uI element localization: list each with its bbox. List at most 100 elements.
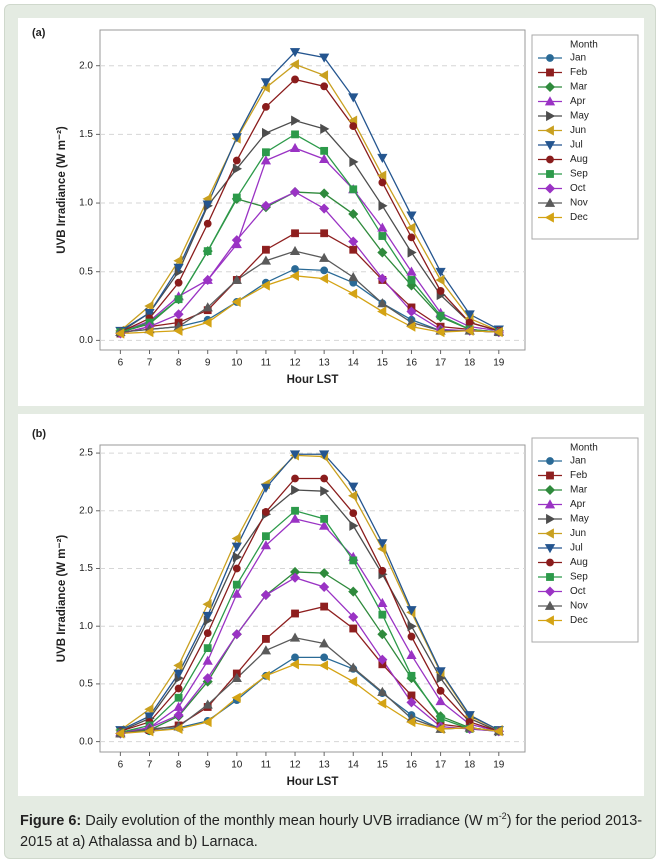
data-point [144,300,154,312]
data-point [320,146,329,155]
data-point [232,564,241,573]
data-point [406,649,417,659]
x-tick-label: 11 [261,358,272,369]
data-point [289,245,301,256]
data-point [173,309,184,320]
data-point [319,252,330,262]
caption-text: Daily evolution of the monthly mean hour… [81,812,499,829]
legend-marker [544,484,556,496]
data-point [144,712,155,722]
data-point [319,450,330,460]
y-tick-label: 0.5 [79,266,93,277]
data-point [406,697,417,708]
data-point [260,155,272,165]
caption: Figure 6: Daily evolution of the monthly… [20,806,645,853]
data-point [348,482,359,492]
series-line [120,232,499,335]
legend-label: May [570,111,589,122]
data-point [435,267,446,277]
y-tick-label: 2.0 [79,60,93,71]
data-point [174,295,183,304]
data-point [407,247,417,258]
legend-marker [544,499,556,509]
legend-marker [546,170,554,178]
y-tick-label: 0.5 [79,679,93,690]
data-point [291,265,299,273]
data-point [262,634,270,643]
data-point [202,274,213,285]
data-point [378,200,388,211]
data-point [173,325,183,336]
data-point [260,670,270,681]
data-point [378,232,387,240]
x-axis-label: Hour LST [287,776,339,788]
data-point [407,621,417,632]
data-point [289,59,299,70]
x-tick-label: 10 [231,760,243,771]
legend-label: Feb [570,67,588,78]
panel-label: (b) [32,428,46,440]
data-point [289,142,301,153]
x-tick-label: 9 [205,358,211,369]
data-point [464,722,474,733]
series-line [120,51,500,332]
data-point [378,566,387,575]
data-point [319,520,330,530]
data-point [203,629,212,638]
x-tick-label: 13 [319,358,331,369]
data-point [231,235,242,246]
data-point [291,484,301,496]
x-tick-label: 6 [118,358,124,369]
data-point [231,133,242,143]
series-line [120,147,499,333]
data-point [320,123,330,134]
data-point [377,247,388,258]
series-line [120,275,499,335]
data-point [320,602,329,611]
legend-label: Sep [570,572,588,583]
x-tick-label: 7 [147,760,153,771]
data-point [231,588,242,598]
data-point [320,653,329,662]
y-axis-label: UVB Irradiance (W m⁻²) [56,126,68,254]
data-point [436,311,445,320]
legend-marker [546,573,554,581]
legend-marker [544,183,556,194]
data-point [464,310,475,320]
data-point [377,222,388,232]
legend-marker [546,558,554,567]
data-point [348,209,359,220]
data-point [319,568,330,579]
data-point [291,653,299,662]
data-point [232,551,243,563]
legend-marker [544,96,556,106]
legend-marker [544,528,554,539]
series-line [120,477,499,732]
data-point [260,200,271,211]
data-point [262,245,270,254]
series-line [120,577,499,735]
panel-label: (a) [32,27,46,39]
x-tick-label: 8 [176,358,182,369]
legend-label: Aug [570,557,588,568]
data-point [203,247,212,256]
data-point [406,606,417,616]
data-point [349,156,359,167]
data-point [349,185,358,194]
data-point [202,655,213,665]
data-point [290,187,301,198]
legend-marker [544,141,556,151]
data-point [173,710,184,721]
legend-marker [544,81,556,93]
data-point [406,211,417,221]
data-point [202,317,212,328]
data-point [291,609,299,618]
data-point [202,302,213,312]
legend-label: Mar [570,485,588,496]
y-tick-label: 0.0 [79,736,93,747]
data-point [174,278,183,287]
caption-text-end: ) for the period 2013-2015 at a) Athalas… [20,812,643,850]
data-point [262,508,270,516]
data-point [378,178,387,187]
data-point [377,153,388,163]
